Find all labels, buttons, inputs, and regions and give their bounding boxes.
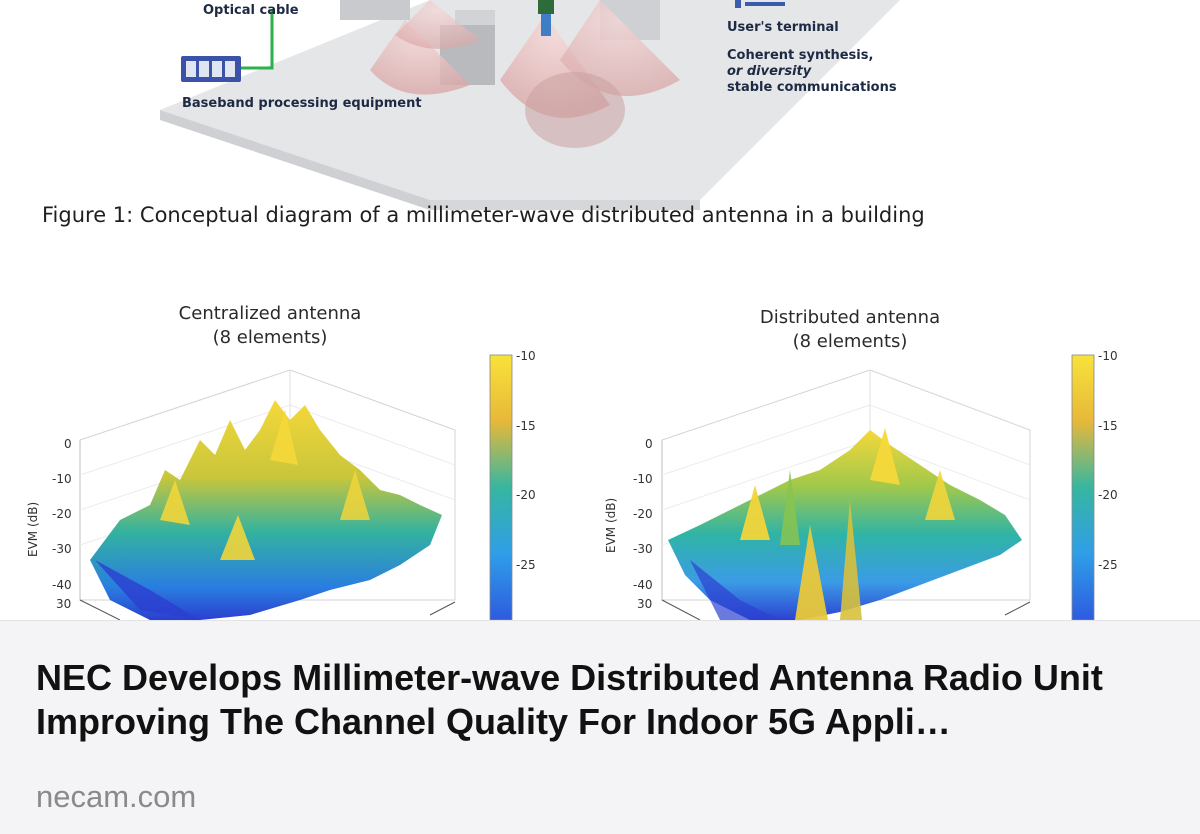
link-preview-domain: necam.com xyxy=(36,779,197,814)
right-colorbar-tick: -10 xyxy=(1098,349,1118,363)
left-y-axis-label: EVM (dB) xyxy=(26,501,40,557)
coherent-label-3: stable communications xyxy=(727,80,897,95)
left-z-tick: -10 xyxy=(52,472,72,486)
left-z-tick: -40 xyxy=(52,578,72,592)
coherent-label-1: Coherent synthesis, xyxy=(727,48,874,63)
left-plot-title-line1: Centralized antenna xyxy=(178,303,362,324)
right-y-axis-label: EVM (dB) xyxy=(604,497,618,553)
left-z-tick: 0 xyxy=(64,437,72,451)
left-colorbar-tick: -10 xyxy=(516,349,536,363)
left-colorbar-tick: -20 xyxy=(516,488,536,502)
users-terminal-label: User's terminal xyxy=(727,20,839,35)
right-colorbar-tick: -15 xyxy=(1098,419,1118,433)
antenna-unit xyxy=(538,0,554,36)
link-preview-footer[interactable]: NEC Develops Millimeter-wave Distributed… xyxy=(0,620,1200,834)
left-x-tick: 30 xyxy=(56,597,72,611)
left-colorbar-tick: -25 xyxy=(516,558,536,572)
left-z-tick: -30 xyxy=(52,542,72,556)
user-terminal-icon xyxy=(735,0,785,8)
right-z-tick: 0 xyxy=(645,437,653,451)
right-colorbar-tick: -25 xyxy=(1098,558,1118,572)
right-z-tick: -10 xyxy=(633,472,653,486)
antenna-beams xyxy=(370,0,680,148)
figure-caption: Figure 1: Conceptual diagram of a millim… xyxy=(42,203,925,227)
right-z-tick: -30 xyxy=(633,542,653,556)
optical-cable-line xyxy=(240,10,274,70)
left-colorbar-tick: -15 xyxy=(516,419,536,433)
right-colorbar-tick: -20 xyxy=(1098,488,1118,502)
right-plot-title-line2: (8 elements) xyxy=(792,331,908,352)
left-plot-title-line2: (8 elements) xyxy=(212,327,328,348)
right-x-tick: 30 xyxy=(637,597,653,611)
right-z-tick: -20 xyxy=(633,507,653,521)
link-preview-image[interactable]: Optical cable Baseband processing equipm… xyxy=(0,0,1200,620)
baseband-unit xyxy=(181,56,241,82)
coherent-label-2: or diversity xyxy=(727,64,812,79)
left-z-tick: -20 xyxy=(52,507,72,521)
link-preview-title[interactable]: NEC Develops Millimeter-wave Distributed… xyxy=(36,657,1103,742)
baseband-label: Baseband processing equipment xyxy=(182,96,422,111)
optical-cable-label: Optical cable xyxy=(203,3,299,18)
right-plot xyxy=(661,354,1095,620)
illustration-graphics xyxy=(79,0,1095,620)
right-plot-title-line1: Distributed antenna xyxy=(759,307,941,328)
left-plot xyxy=(79,354,513,620)
right-z-tick: -40 xyxy=(633,578,653,592)
